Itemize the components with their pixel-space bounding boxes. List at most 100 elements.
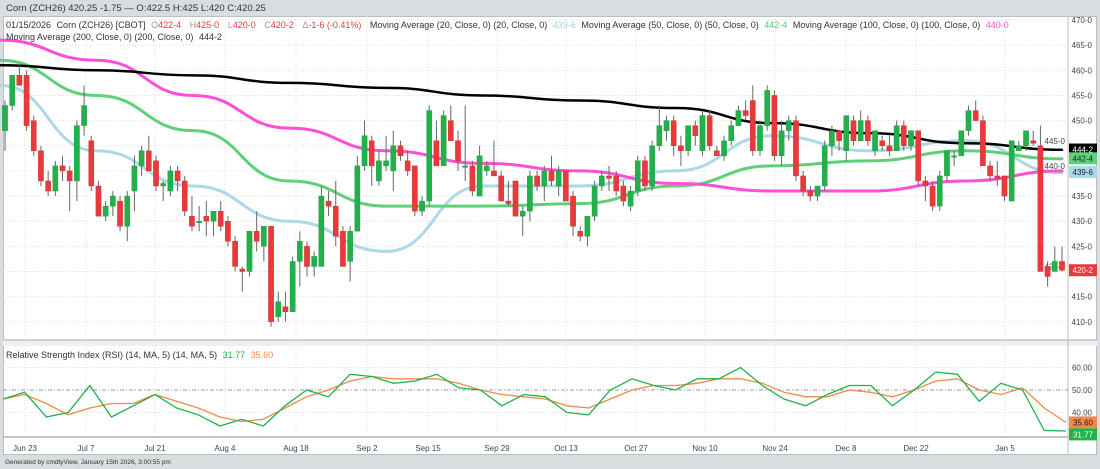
candle-body <box>685 125 691 151</box>
x-tick-label: Oct 13 <box>554 444 578 453</box>
chart-title-bar: Corn (ZCH26) 420.25 -1.75 — O:422.5 H:42… <box>6 3 266 14</box>
candle-body <box>2 105 8 131</box>
candle-body <box>102 205 109 217</box>
candle-body <box>570 195 576 227</box>
candle-body <box>253 231 260 242</box>
y-tick-label: 465-0 <box>1072 41 1093 50</box>
y-tick-label: 430-0 <box>1072 217 1093 226</box>
rsi-badge-label: 35.60 <box>1073 418 1094 427</box>
candle-body <box>785 120 792 131</box>
candle-body <box>217 210 224 227</box>
candle-body <box>778 130 785 157</box>
candle-body <box>347 231 353 262</box>
candle-body <box>404 160 411 172</box>
candle-body <box>16 75 23 86</box>
candle-body <box>354 165 361 232</box>
candle-body <box>706 115 713 146</box>
rsi-legend: Relative Strength Index (RSI) (14, MA, 5… <box>6 349 1061 361</box>
price-badge <box>1069 166 1097 179</box>
candle-body <box>95 185 102 217</box>
candle-body <box>836 130 842 141</box>
candle-body <box>412 165 418 212</box>
x-tick-label: Dec 22 <box>903 444 929 453</box>
candle-body <box>872 130 878 151</box>
chart-panel[interactable] <box>3 16 1097 455</box>
candle-body <box>325 200 332 207</box>
candle-body <box>397 145 404 157</box>
candle-body <box>843 115 850 151</box>
candle-body <box>469 165 476 192</box>
candle-body <box>879 140 886 146</box>
candle-body <box>9 75 15 106</box>
candle-body <box>922 180 929 187</box>
candle-body <box>764 90 770 126</box>
candle-body <box>181 180 188 212</box>
x-tick-label: Aug 18 <box>283 444 309 453</box>
candle-body <box>642 160 648 187</box>
candle-body <box>261 226 267 247</box>
price-badge-label: 444-2 <box>1073 146 1094 155</box>
ma200-label[interactable]: Moving Average (200, Close, 0) (200, Clo… <box>6 32 194 42</box>
ma100-value: 440-0 <box>985 20 1009 30</box>
y-tick-label: 415-0 <box>1072 293 1093 302</box>
candle-body <box>599 175 605 187</box>
candle-body <box>225 220 231 242</box>
x-tick-label: Oct 27 <box>624 444 648 453</box>
candle-body <box>606 175 612 179</box>
candle-body <box>88 140 95 187</box>
candle-body <box>1030 140 1037 144</box>
candle-body <box>59 165 66 172</box>
y-tick-label: 425-0 <box>1072 242 1093 251</box>
candle-body <box>361 135 368 167</box>
candle-body <box>980 120 986 167</box>
legend-symbol: Corn (ZCH26) [CBOT] <box>56 20 146 30</box>
x-tick-label: Sep 2 <box>357 444 378 453</box>
candle-body <box>160 183 166 187</box>
ma20-label[interactable]: Moving Average (20, Close, 0) (20, Close… <box>369 20 548 30</box>
candle-body <box>649 145 655 187</box>
rsi-badge <box>1069 416 1097 429</box>
x-tick-label: Jun 23 <box>13 444 38 453</box>
open-label: O <box>151 20 159 30</box>
candle-body <box>519 210 526 217</box>
moving-average-line-20 <box>0 83 1064 253</box>
candle-body <box>440 115 447 167</box>
candle-body <box>491 170 497 177</box>
candle-body <box>563 170 569 202</box>
rsi-label[interactable]: Relative Strength Index (RSI) (14, MA, 5… <box>6 350 218 360</box>
x-tick-label: Sep 15 <box>415 444 441 453</box>
price-badge <box>1069 152 1097 165</box>
close-label: C <box>264 20 271 30</box>
x-tick-label: Sep 29 <box>484 444 510 453</box>
candle-body <box>829 130 835 146</box>
candle-body <box>66 170 73 182</box>
y-tick-label: 435-0 <box>1072 192 1093 201</box>
ma100-label[interactable]: Moving Average (100, Close, 0) (100, Clo… <box>792 20 981 30</box>
ma50-label[interactable]: Moving Average (50, Close, 0) (50, Close… <box>581 20 759 30</box>
legend-date: 01/15/2026 <box>6 20 52 30</box>
candle-body <box>893 125 900 151</box>
candle-body <box>383 160 389 167</box>
high-value: 425-0 <box>196 20 220 30</box>
candle-body <box>721 140 727 157</box>
candle-body <box>886 145 893 151</box>
candle-body <box>994 175 1001 179</box>
y-tick-label: 470-0 <box>1072 16 1093 25</box>
rsi-badge-label: 31.77 <box>1073 430 1094 439</box>
candle-body <box>81 105 87 126</box>
candle-body <box>419 200 425 212</box>
candle-body <box>462 165 468 168</box>
y-tick-label: 440-0 <box>1045 162 1066 171</box>
candle-body <box>850 120 857 141</box>
candle-body <box>865 120 871 141</box>
candle-body <box>203 215 210 222</box>
candle-body <box>692 125 699 136</box>
ma20-value: 439-6 <box>552 20 576 30</box>
candle-body <box>742 110 749 116</box>
candle-body <box>577 231 584 237</box>
y-tick-label: 455-0 <box>1072 91 1093 100</box>
candle-body <box>634 160 641 192</box>
candle-body <box>124 195 131 227</box>
candle-body <box>38 150 44 182</box>
